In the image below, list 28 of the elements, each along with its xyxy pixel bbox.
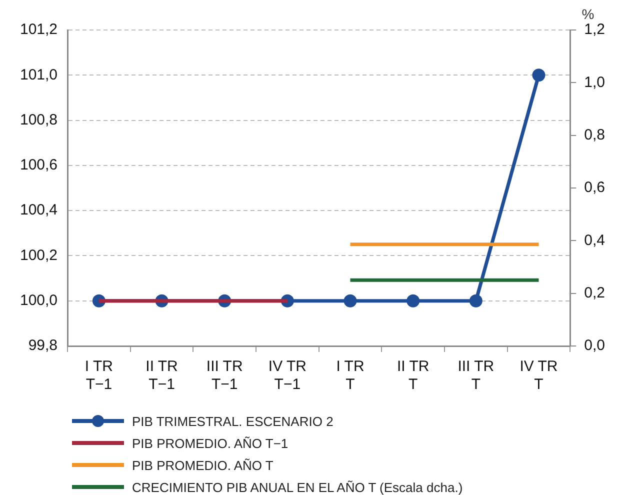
x-tick-label: II TR T−1 <box>146 358 178 394</box>
y2-tick-label: 1,0 <box>584 74 606 91</box>
y-tick-label: 101,0 <box>20 66 58 84</box>
legend-label: CRECIMIENTO PIB ANUAL EN EL AÑO T (Escala dcha.) <box>132 480 463 494</box>
y2-tick-label: 0,4 <box>584 232 606 249</box>
y-tick-label: 101,2 <box>20 21 58 38</box>
y-tick-label: 100,2 <box>20 246 58 264</box>
y-tick-label: 100,0 <box>20 292 58 309</box>
y2-tick-label: 0,6 <box>584 179 606 196</box>
y-tick-label: 99,8 <box>28 337 58 354</box>
x-tick-label: I TR T−1 <box>84 358 114 394</box>
x-tick-label: IV TR T <box>520 358 558 394</box>
y-tick-label: 100,6 <box>20 156 58 174</box>
y-tick-label: 100,4 <box>20 202 58 219</box>
x-tick-label: I TR T <box>336 358 364 394</box>
x-tick-label: II TR T <box>396 358 430 394</box>
y2-tick-label: 0,8 <box>584 126 606 144</box>
y2-tick-label: 0,0 <box>584 337 606 354</box>
x-tick-label: III TR T <box>458 358 494 394</box>
y2-tick-label: 0,2 <box>584 284 606 302</box>
y-tick-label: 100,8 <box>20 111 58 128</box>
y2-axis-title: % <box>582 6 594 22</box>
y2-tick-label: 1,2 <box>584 21 606 38</box>
x-tick-label: IV TR T−1 <box>268 358 307 394</box>
legend-label: PIB TRIMESTRAL. ESCENARIO 2 <box>132 414 334 428</box>
x-tick-label: III TR T−1 <box>206 358 243 394</box>
legend-label: PIB PROMEDIO. AÑO T <box>132 458 274 472</box>
legend-label: PIB PROMEDIO. AÑO T−1 <box>132 436 288 450</box>
